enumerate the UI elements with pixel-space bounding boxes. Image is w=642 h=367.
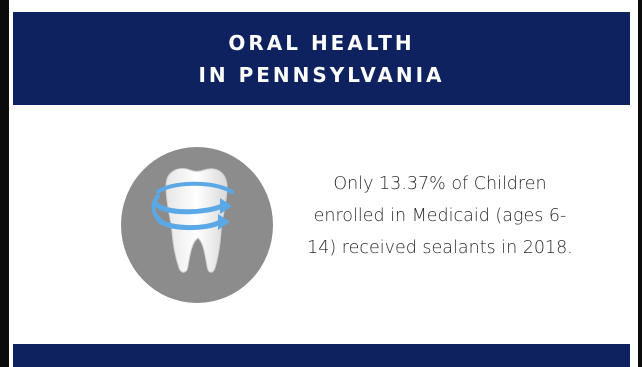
sealant-arrowhead-lower — [218, 214, 230, 230]
statement-line-3: 14) received sealants in 2018. — [307, 238, 573, 258]
header-banner: ORAL HEALTH IN PENNSYLVANIA — [13, 12, 630, 105]
medicaid-sealant-statement: Only 13.37% of Children enrolled in Medi… — [280, 168, 600, 264]
header-title-line-2: IN PENNSYLVANIA — [198, 62, 445, 87]
statement-line-2: enrolled in Medicaid (ages 6- — [313, 206, 567, 226]
header-title-line-1: ORAL HEALTH — [228, 30, 415, 55]
sealant-arrowhead-middle — [220, 198, 232, 214]
sealant-arrow-middle — [153, 201, 225, 215]
tooth-with-sealant-arrows-icon — [121, 147, 273, 303]
footer-banner — [13, 344, 630, 367]
tooth-shape — [165, 168, 228, 273]
sealant-arrow-left — [151, 194, 160, 220]
sealant-arrow-lower — [155, 215, 223, 231]
sealant-arrow-top — [156, 181, 234, 194]
statement-line-1: Only 13.37% of Children — [333, 174, 547, 194]
